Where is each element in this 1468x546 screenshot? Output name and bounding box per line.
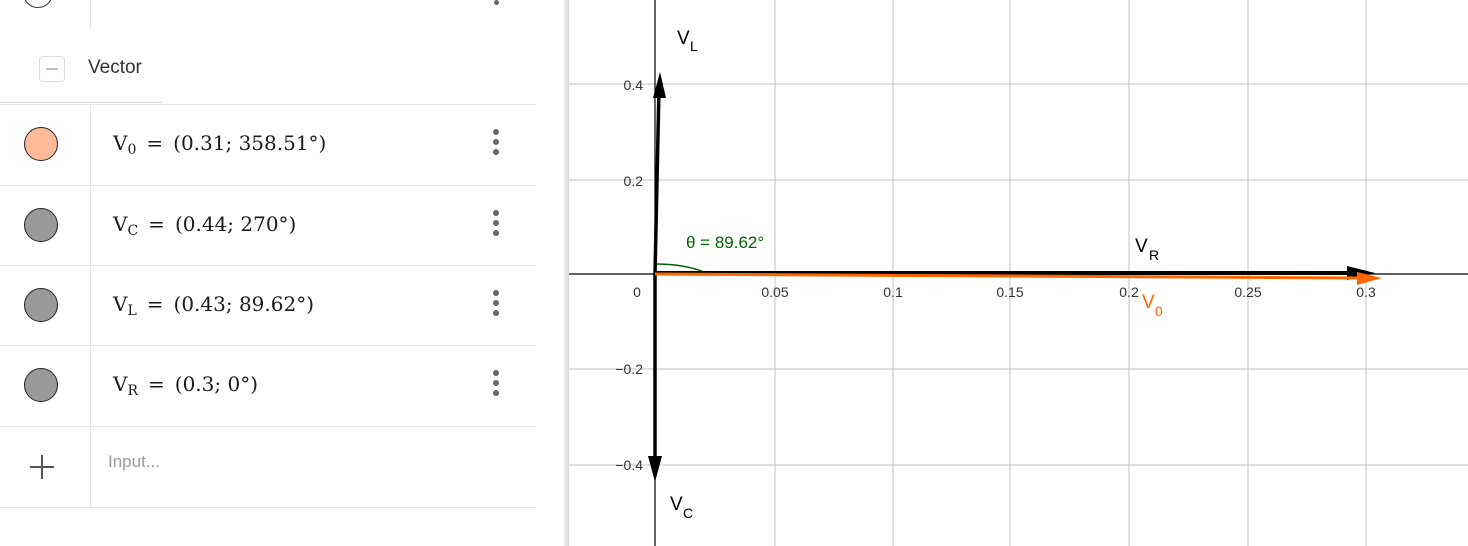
label-sub: C (683, 505, 693, 521)
input-row (0, 426, 536, 508)
x-tick-label: 0.1 (883, 284, 903, 300)
visibility-marble[interactable] (24, 368, 58, 402)
grid (569, 0, 1468, 546)
vector-name: V (113, 292, 128, 316)
angle-label[interactable]: θ = 89.62° (686, 233, 764, 252)
column-separator (90, 346, 91, 426)
label-main: V (677, 28, 690, 49)
more-icon[interactable] (489, 0, 503, 8)
more-options-icon[interactable] (485, 290, 507, 324)
label-vr[interactable]: V R (1135, 236, 1159, 263)
vector-value: (0.44; 270°) (174, 212, 297, 236)
y-tick-labels: 0.4 0.2 −0.2 −0.4 0 (615, 77, 643, 473)
equals-sign: = (146, 131, 164, 155)
vector-vl[interactable] (653, 87, 661, 275)
x-tick-label: 0.05 (761, 284, 788, 300)
x-tick-label: 0.25 (1234, 284, 1261, 300)
column-separator (90, 0, 91, 28)
visibility-marble[interactable] (24, 208, 58, 242)
label-sub: L (690, 38, 698, 54)
vector-definition[interactable]: VC = (0.44; 270°) (113, 212, 296, 239)
x-tick-label: 0.3 (1356, 284, 1376, 300)
vector-value: (0.31; 358.51°) (173, 131, 327, 155)
vector-subscript: 0 (127, 142, 137, 158)
more-options-icon[interactable] (485, 370, 507, 404)
x-tick-labels: 0.05 0.1 0.15 0.2 0.25 0.3 (761, 284, 1376, 300)
label-main: V (1142, 292, 1155, 313)
group-label: Vector (88, 57, 142, 78)
label-v0[interactable]: V 0 (1142, 292, 1163, 319)
y-tick-label: 0.2 (624, 173, 644, 189)
x-tick-label: 0.15 (996, 284, 1023, 300)
vector-value: (0.43; 89.62°) (173, 292, 315, 316)
equals-sign: = (146, 292, 164, 316)
label-main: V (1135, 236, 1148, 257)
visibility-marble[interactable] (23, 0, 53, 8)
list-item-vr[interactable]: VR = (0.3; 0°) (0, 345, 536, 426)
column-separator (90, 186, 91, 266)
algebra-input[interactable] (108, 447, 508, 477)
vector-name: V (113, 131, 128, 155)
more-options-icon[interactable] (485, 210, 507, 244)
visibility-marble[interactable] (24, 288, 58, 322)
vector-subscript: L (127, 303, 137, 319)
visibility-marble[interactable] (24, 127, 58, 161)
vector-subscript: R (127, 383, 138, 399)
list-item-v0[interactable]: V0 = (0.31; 358.51°) (0, 104, 536, 185)
y-tick-label: −0.2 (615, 361, 643, 377)
column-separator (90, 427, 91, 507)
vector-vl-arrowhead (653, 72, 666, 98)
vector-definition[interactable]: VL = (0.43; 89.62°) (113, 292, 314, 319)
algebra-view: Vector V0 = (0.31; 358.51°) VC = (0.44; 270°… (0, 0, 536, 546)
equals-sign: = (148, 212, 165, 236)
graph-canvas[interactable]: 0.05 0.1 0.15 0.2 0.25 0.3 0.4 0.2 −0.2 … (569, 0, 1468, 546)
angle-arc[interactable] (655, 263, 705, 273)
vector-vc-arrowhead (648, 456, 662, 482)
vector-subscript: C (127, 223, 139, 239)
vector-v0[interactable] (654, 272, 1364, 280)
list-item-vl[interactable]: VL = (0.43; 89.62°) (0, 265, 536, 346)
vector-definition[interactable]: VR = (0.3; 0°) (113, 372, 258, 399)
label-sub: R (1149, 247, 1159, 263)
graphics-view[interactable]: 0.05 0.1 0.15 0.2 0.25 0.3 0.4 0.2 −0.2 … (569, 0, 1468, 546)
label-vc[interactable]: V C (670, 494, 693, 521)
label-main: V (670, 494, 683, 515)
vector-name: V (113, 212, 128, 236)
y-tick-label: −0.4 (615, 457, 643, 473)
vector-name: V (113, 372, 128, 396)
list-item-vc[interactable]: VC = (0.44; 270°) (0, 185, 536, 266)
column-separator (90, 266, 91, 346)
origin-label: 0 (633, 284, 641, 300)
vector-v0-arrowhead (1357, 272, 1382, 285)
panel-divider[interactable] (564, 0, 569, 546)
vector-definition[interactable]: V0 = (0.31; 358.51°) (113, 131, 326, 158)
equals-sign: = (148, 372, 165, 396)
vector-value: (0.3; 0°) (174, 372, 258, 396)
label-vl[interactable]: V L (677, 28, 698, 54)
y-tick-label: 0.4 (624, 77, 644, 93)
x-tick-label: 0.2 (1119, 284, 1139, 300)
previous-item-row[interactable] (0, 0, 536, 28)
plus-icon[interactable] (28, 453, 56, 481)
group-underline (0, 102, 162, 103)
more-options-icon[interactable] (485, 129, 507, 163)
column-separator (90, 105, 91, 185)
collapse-group-button[interactable] (39, 56, 65, 82)
label-sub: 0 (1155, 303, 1163, 319)
